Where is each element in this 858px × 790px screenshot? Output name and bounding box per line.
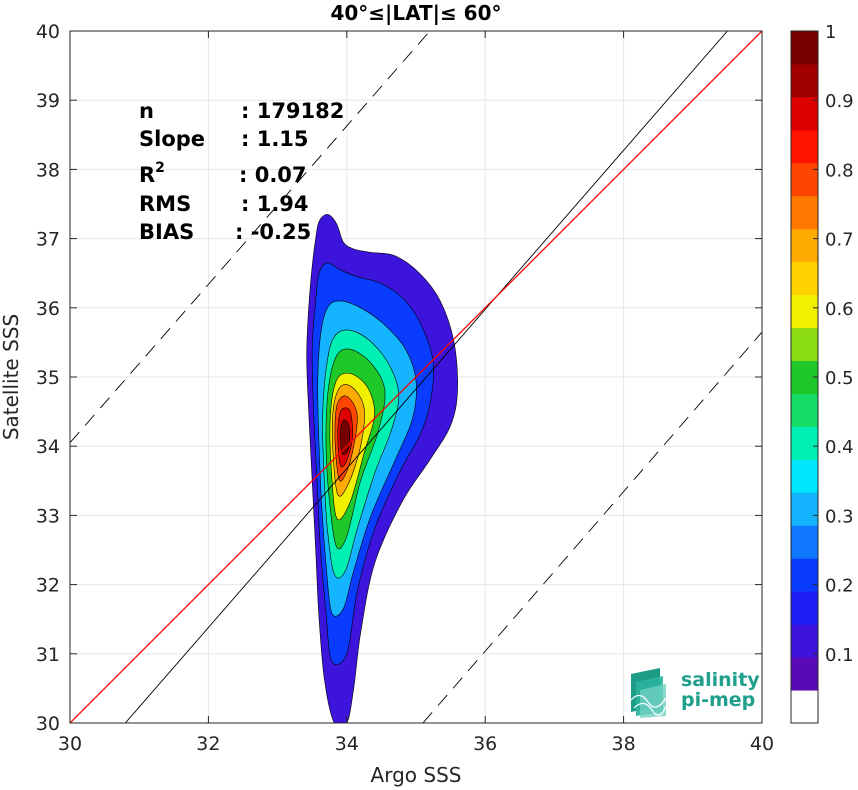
x-tick-label: 36	[473, 733, 497, 755]
stat-label: R2	[139, 160, 165, 187]
y-axis-ticks: 30 31 32 33 34 35 36 37 38 39 40	[36, 21, 762, 735]
colorbar-swatch	[791, 690, 818, 724]
colorbar-tick-label: 0.1	[825, 645, 854, 666]
x-axis-ticks: 30 32 34 36 38 40	[58, 31, 774, 755]
line--2-offset	[422, 331, 762, 723]
logo-line1: salinity	[681, 669, 760, 691]
colorbar-swatch	[791, 393, 818, 427]
colorbar-swatch	[791, 129, 818, 164]
colorbar-tick-label: 0.4	[825, 437, 854, 458]
colorbar-tick-label: 0.3	[825, 506, 854, 527]
colorbar-swatch	[791, 558, 818, 592]
colorbar-swatch	[791, 261, 818, 296]
y-tick-label: 33	[36, 505, 60, 527]
colorbar-swatch	[791, 96, 818, 131]
x-axis-label: Argo SSS	[371, 763, 462, 787]
colorbar-tick-label: 1	[825, 22, 836, 43]
chart-title: 40°≤|LAT|≤ 60°	[330, 1, 501, 25]
reference-lines	[70, 31, 762, 723]
stat-value: : -0.25	[235, 220, 311, 244]
colorbar-swatch	[791, 426, 818, 460]
y-tick-label: 38	[36, 159, 60, 181]
logo-mark	[630, 668, 667, 718]
contour-level-0_95	[340, 419, 351, 455]
colorbar-tick-label: 0.8	[825, 160, 854, 181]
y-tick-label: 34	[36, 436, 60, 458]
colorbar-tick-label: 0.5	[825, 368, 854, 389]
y-axis-label: Satellite SSS	[0, 314, 23, 440]
stat-value: : 0.07	[239, 163, 307, 187]
colorbar-swatch	[791, 228, 818, 263]
y-tick-label: 36	[36, 298, 60, 320]
stat-value: : 179182	[241, 99, 344, 123]
stat-value: : 1.94	[241, 192, 309, 216]
colorbar-swatch	[791, 525, 818, 559]
colorbar-swatch	[791, 63, 818, 98]
salinity-pi-mep-logo: salinity pi-mep	[630, 668, 760, 718]
colorbar-swatch	[791, 657, 818, 691]
y-tick-label: 39	[36, 90, 60, 112]
stat-value: : 1.15	[241, 127, 309, 151]
colorbar-swatch	[791, 591, 818, 625]
colorbar-tick-label: 0.9	[825, 91, 854, 112]
colorbar-swatch	[791, 624, 818, 658]
colorbar-swatch	[791, 327, 818, 362]
x-tick-label: 32	[196, 733, 220, 755]
stat-label: BIAS	[139, 220, 194, 244]
colorbar-tick-label: 0.6	[825, 299, 854, 320]
line-1-1	[125, 31, 728, 723]
colorbar-swatch	[791, 31, 818, 65]
line-regression	[70, 31, 762, 723]
stats-block: n : 179182 Slope : 1.15 R2 : 0.07 RMS : 1.94 BIA…	[139, 99, 344, 244]
stat-label: RMS	[139, 192, 191, 216]
contour-fills	[306, 214, 458, 723]
colorbar-swatch	[791, 492, 818, 526]
y-tick-label: 40	[36, 21, 60, 43]
colorbar-tick-label: 0.7	[825, 230, 854, 251]
colorbar: 0.1 0.2 0.3 0.4 0.5 0.6 0.7 0.8 0.9 1	[790, 22, 854, 724]
colorbar-swatch	[791, 294, 818, 329]
logo-line2: pi-mep	[681, 689, 755, 711]
colorbar-swatch	[791, 162, 818, 197]
y-tick-label: 31	[36, 644, 60, 666]
x-tick-label: 30	[58, 733, 82, 755]
x-tick-label: 34	[335, 733, 359, 755]
y-tick-label: 30	[36, 713, 60, 735]
y-tick-label: 35	[36, 367, 60, 389]
colorbar-tick-label: 0.2	[825, 576, 854, 597]
y-tick-label: 32	[36, 575, 60, 597]
y-tick-label: 37	[36, 229, 60, 251]
x-tick-label: 40	[750, 733, 774, 755]
x-tick-label: 38	[612, 733, 636, 755]
colorbar-swatch	[791, 195, 818, 230]
colorbar-swatch	[791, 459, 818, 493]
stat-label: Slope	[139, 127, 205, 151]
stat-label: n	[139, 99, 154, 123]
